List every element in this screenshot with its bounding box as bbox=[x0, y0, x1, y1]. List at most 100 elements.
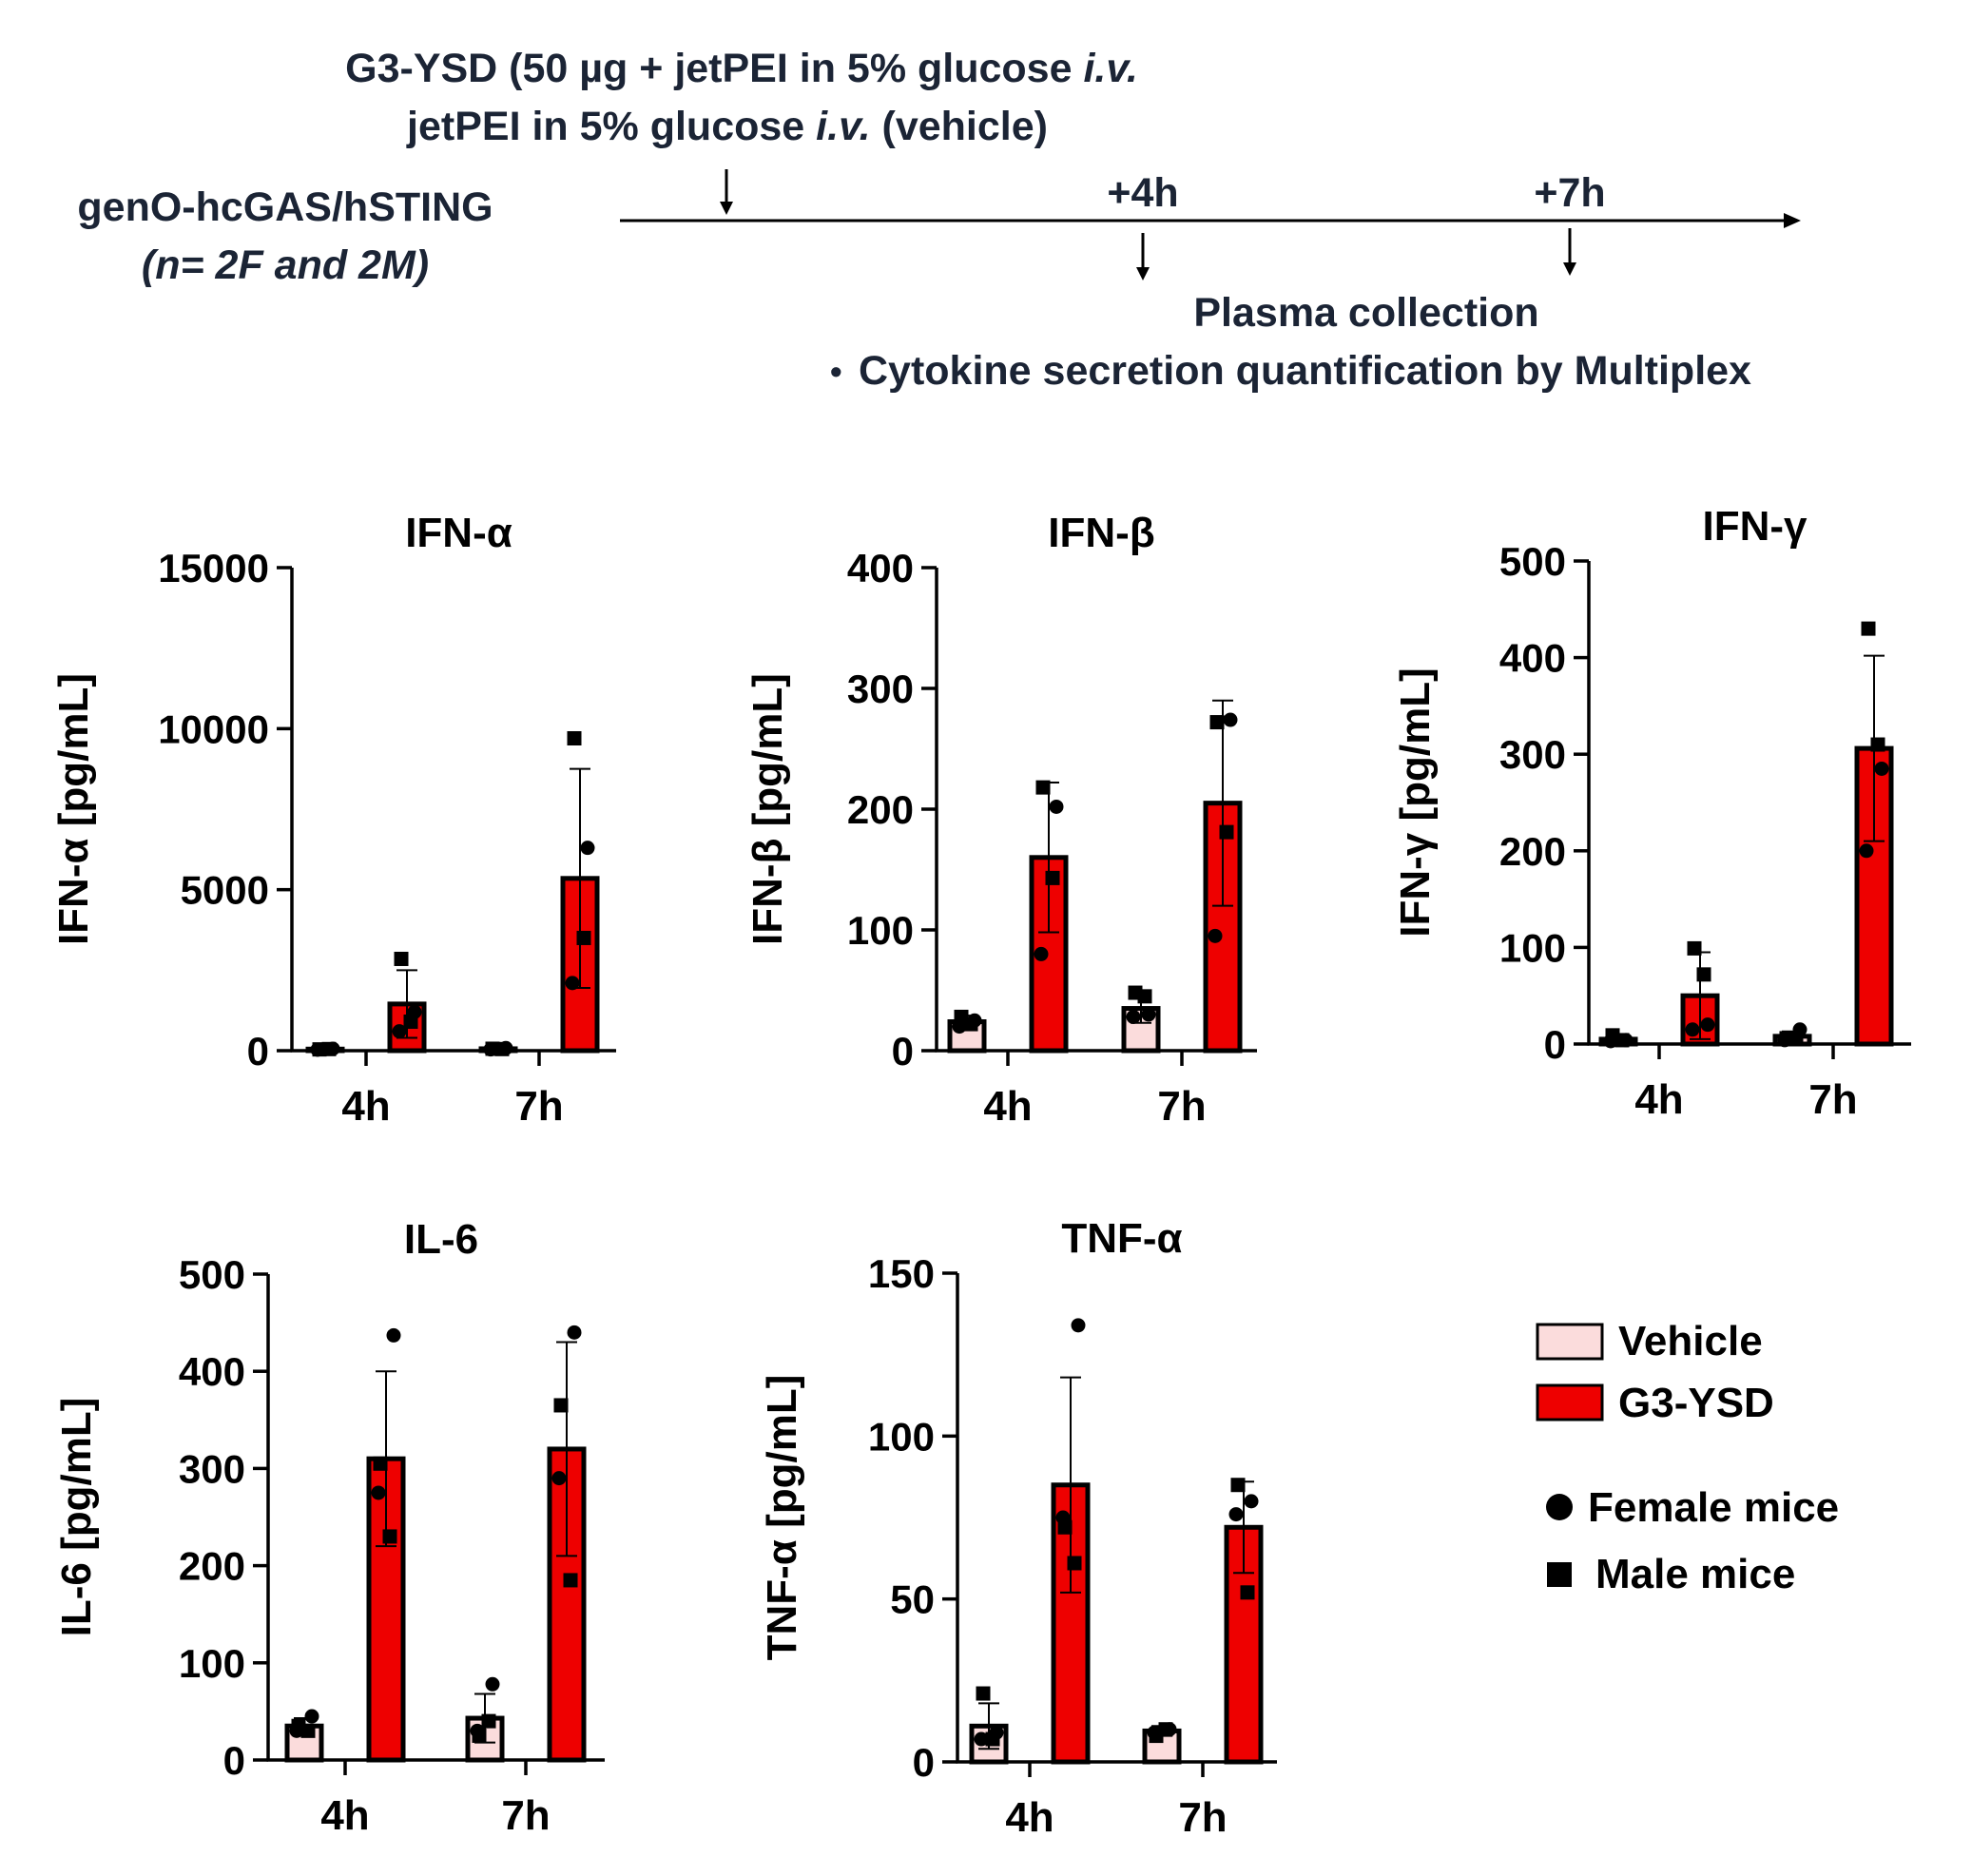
female-point bbox=[567, 1325, 582, 1340]
male-point bbox=[481, 1713, 496, 1729]
male-point bbox=[576, 930, 591, 945]
y-tick-label: 100 bbox=[179, 1641, 245, 1686]
legend-label-male: Male mice bbox=[1595, 1551, 1795, 1597]
y-tick-label: 100 bbox=[847, 908, 914, 953]
timepoint-7h-label: +7h bbox=[1534, 170, 1605, 216]
y-axis-label: IL-6 [pg/mL] bbox=[53, 1398, 100, 1637]
timepoint-4h-label: +4h bbox=[1107, 170, 1178, 216]
female-point bbox=[1859, 843, 1874, 859]
y-tick-label: 200 bbox=[179, 1544, 245, 1589]
panel-tnf-alpha: TNF-α TNF-α [pg/mL] 0 50 100 150 4h 7h bbox=[759, 1215, 1277, 1841]
male-point bbox=[1035, 780, 1051, 795]
female-point bbox=[1700, 1017, 1715, 1033]
legend-marker-female bbox=[1546, 1494, 1573, 1520]
y-tick-label: 500 bbox=[1499, 539, 1566, 584]
female-point bbox=[1141, 1007, 1156, 1022]
y-tick-label: 5000 bbox=[181, 868, 269, 913]
female-point bbox=[1049, 799, 1064, 814]
y-tick-label: 150 bbox=[868, 1251, 935, 1296]
male-point bbox=[985, 1731, 1000, 1747]
cohort-label: (n= 2F and 2M) bbox=[142, 242, 429, 288]
male-point bbox=[567, 730, 582, 745]
y-tick-label: 500 bbox=[179, 1252, 245, 1297]
timeline-arrowhead bbox=[1784, 213, 1801, 228]
y-tick-label: 300 bbox=[179, 1446, 245, 1491]
timepoint-4h-arrow bbox=[1136, 233, 1150, 280]
female-point bbox=[580, 841, 595, 856]
female-point bbox=[565, 976, 580, 991]
female-point bbox=[1244, 1494, 1259, 1509]
panel-il-6: IL-6 IL-6 [pg/mL] 0 100 200 300 400 500 4h 7h bbox=[53, 1216, 605, 1839]
y-tick-label: 50 bbox=[890, 1577, 935, 1622]
y-tick-label: 400 bbox=[179, 1349, 245, 1394]
y-tick-label: 100 bbox=[868, 1414, 935, 1459]
male-point bbox=[1158, 1722, 1173, 1737]
female-point bbox=[551, 1471, 567, 1486]
timepoint-7h-arrow bbox=[1563, 228, 1576, 276]
male-point bbox=[394, 951, 409, 966]
x-tick-label: 7h bbox=[1178, 1794, 1227, 1841]
y-tick-label: 0 bbox=[223, 1738, 245, 1783]
male-point bbox=[1788, 1031, 1804, 1046]
female-point bbox=[1874, 761, 1889, 776]
chart-title: TNF-α bbox=[1061, 1215, 1182, 1262]
y-tick-label: 400 bbox=[847, 546, 914, 590]
male-point bbox=[1137, 989, 1152, 1004]
y-axis-label: IFN-γ [pg/mL] bbox=[1392, 667, 1439, 938]
male-point bbox=[494, 1041, 510, 1056]
male-point bbox=[563, 1573, 578, 1588]
plasma-collection-label: Plasma collection bbox=[1193, 290, 1538, 336]
y-tick-label: 10000 bbox=[158, 706, 269, 751]
chart-title: IFN-α bbox=[405, 510, 512, 556]
bar-g3-ysd-4h bbox=[366, 1456, 406, 1763]
female-point bbox=[1071, 1318, 1086, 1333]
y-tick-label: 0 bbox=[1544, 1022, 1566, 1067]
panel-ifn-gamma: IFN-γ IFN-γ [pg/mL] 0 100 200 300 400 500 4h 7h bbox=[1392, 503, 1911, 1123]
y-tick-label: 300 bbox=[1499, 732, 1566, 777]
panel-ifn-alpha: IFN-α IFN-α [pg/mL] 0 5000 10000 15000 4h 7h bbox=[50, 510, 616, 1130]
y-tick-label: 300 bbox=[847, 667, 914, 711]
x-tick-label: 7h bbox=[514, 1083, 563, 1130]
y-tick-label: 15000 bbox=[158, 546, 269, 590]
female-point bbox=[1228, 1507, 1244, 1522]
legend-label-female: Female mice bbox=[1588, 1484, 1839, 1531]
male-point bbox=[1067, 1556, 1082, 1571]
female-point bbox=[974, 1731, 989, 1747]
male-point bbox=[963, 1016, 978, 1032]
male-point bbox=[1861, 621, 1876, 636]
x-tick-label: 7h bbox=[501, 1792, 550, 1839]
male-point bbox=[976, 1686, 991, 1701]
legend-swatch-vehicle bbox=[1536, 1323, 1604, 1361]
male-point bbox=[1209, 715, 1225, 730]
male-point bbox=[321, 1041, 337, 1056]
injection-arrow bbox=[720, 169, 733, 215]
x-tick-label: 7h bbox=[1157, 1083, 1206, 1130]
female-point bbox=[1208, 928, 1223, 943]
female-point bbox=[1126, 1009, 1141, 1024]
female-point bbox=[485, 1676, 500, 1692]
male-point bbox=[1219, 824, 1234, 840]
x-tick-label: 4h bbox=[1634, 1076, 1683, 1123]
chart-title: IL-6 bbox=[404, 1216, 478, 1263]
treatment-line-g3ysd: G3-YSD (50 µg + jetPEI in 5% glucose i.v… bbox=[345, 46, 1138, 91]
male-point bbox=[1230, 1478, 1246, 1493]
chart-title: IFN-γ bbox=[1703, 503, 1808, 550]
legend-label-vehicle: Vehicle bbox=[1618, 1318, 1763, 1364]
female-point bbox=[1034, 946, 1049, 961]
y-tick-label: 200 bbox=[1499, 829, 1566, 874]
x-tick-label: 4h bbox=[320, 1792, 369, 1839]
quantification-label: Cytokine secretion quantification by Mul… bbox=[859, 348, 1751, 394]
y-axis-label: TNF-α [pg/mL] bbox=[759, 1375, 805, 1661]
male-point bbox=[373, 1456, 388, 1471]
mouse-model-label: genO-hcGAS/hSTING bbox=[77, 184, 493, 230]
y-tick-label: 0 bbox=[247, 1029, 269, 1073]
male-point bbox=[1687, 940, 1702, 956]
y-tick-label: 400 bbox=[1499, 636, 1566, 681]
panel-ifn-beta: IFN-β IFN-β [pg/mL] 0 100 200 300 400 4h 7h bbox=[744, 510, 1257, 1130]
female-point bbox=[371, 1485, 386, 1500]
female-point bbox=[1223, 712, 1238, 727]
legend-swatch-g3ysd bbox=[1536, 1383, 1604, 1422]
male-point bbox=[1240, 1585, 1255, 1600]
x-tick-label: 7h bbox=[1808, 1076, 1857, 1123]
